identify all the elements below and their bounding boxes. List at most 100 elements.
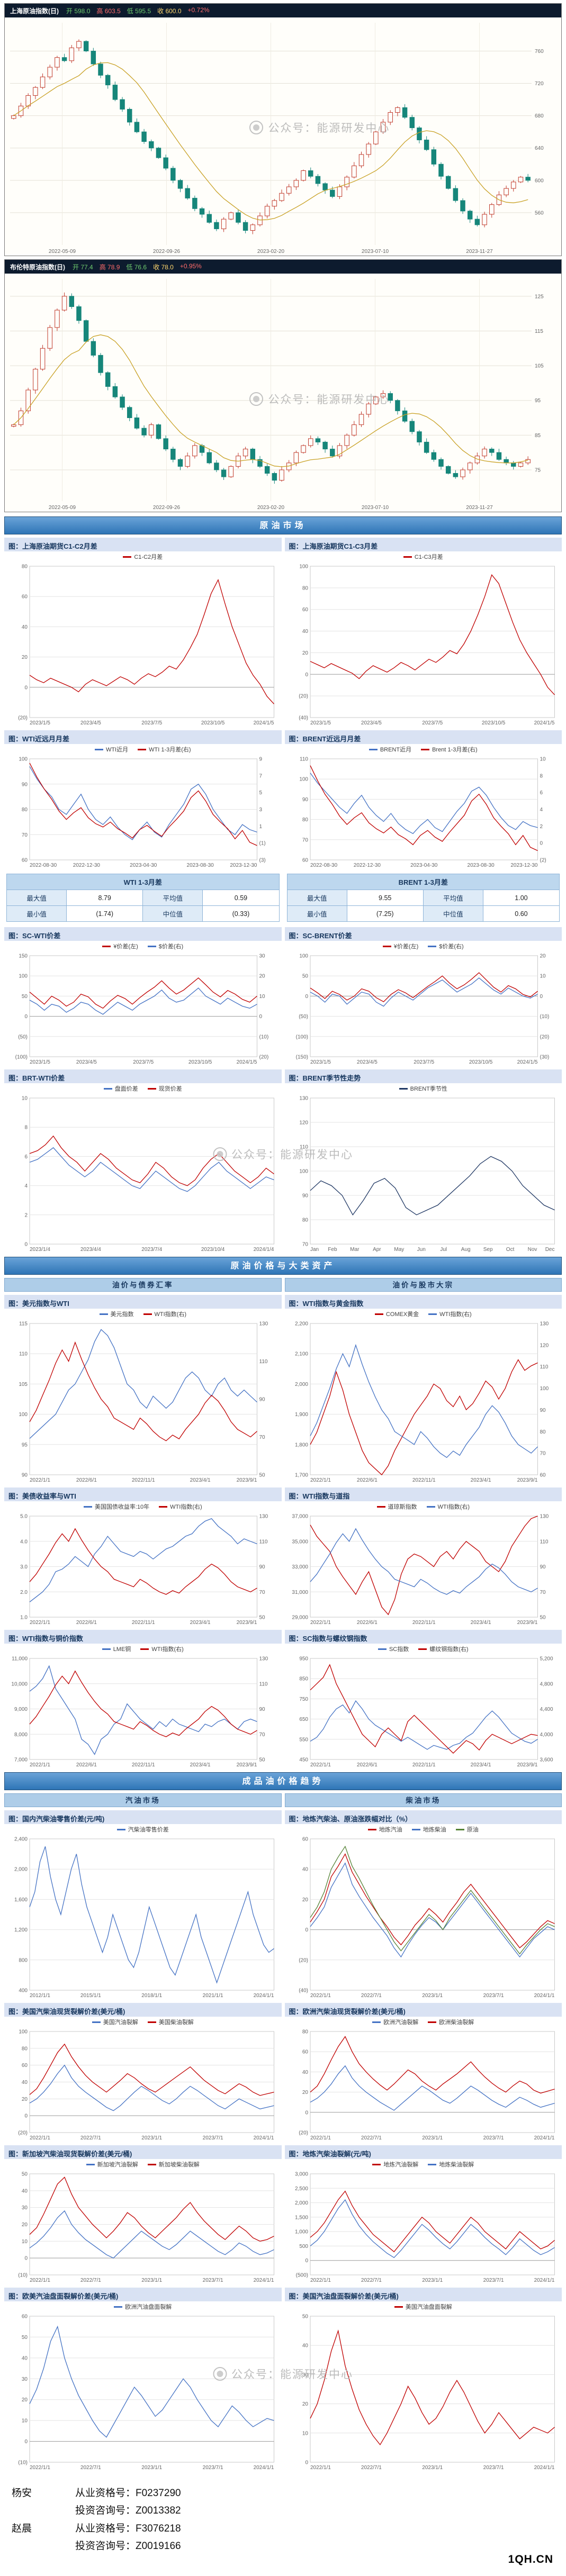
svg-text:10: 10 [259, 994, 266, 1000]
svg-text:2023-12-30: 2023-12-30 [510, 863, 538, 868]
subsection-row-assets: 油价与债券汇率 油价与股市大宗 [4, 1278, 562, 1292]
svg-text:115: 115 [535, 329, 543, 334]
svg-text:2022/1/1: 2022/1/1 [310, 1620, 331, 1626]
svg-text:Aug: Aug [461, 1247, 470, 1253]
svg-text:60: 60 [540, 1473, 546, 1479]
svg-text:40: 40 [302, 2343, 308, 2349]
svg-text:2,000: 2,000 [294, 1382, 308, 1387]
svg-text:0: 0 [24, 1242, 28, 1248]
legend-label: 道琼斯指数 [388, 1504, 417, 1510]
legend-label: SC指数 [389, 1646, 409, 1653]
svg-text:(3): (3) [259, 858, 266, 864]
legend-swatch [378, 1648, 387, 1650]
svg-text:450: 450 [299, 1757, 308, 1763]
candlestick-plot: 760 720 680 640 600 560 2022-05-09 2022-09-26 20… [10, 23, 544, 255]
legend-label: 螺纹钢指数(右) [429, 1646, 469, 1653]
svg-text:50: 50 [22, 994, 28, 1000]
quote-readout-item: +0.95% [179, 262, 202, 270]
legend-label: BRENT近月 [380, 747, 412, 753]
svg-text:2022/6/1: 2022/6/1 [76, 1762, 97, 1768]
chart-panel-sc-rebar: 图：SC指数与螺纹钢指数 SC指数 螺纹钢指数(右) 950 850 750 650 55… [284, 1630, 562, 1768]
svg-text:50: 50 [259, 1473, 266, 1479]
svg-text:50: 50 [302, 2314, 308, 2320]
stats-table-title: BRENT 1-3月差 [286, 874, 560, 890]
svg-text:40: 40 [302, 2070, 308, 2075]
svg-text:2,100: 2,100 [294, 1352, 308, 1357]
svg-text:100: 100 [299, 954, 308, 959]
svg-text:950: 950 [299, 1656, 308, 1662]
legend-swatch [92, 2021, 101, 2023]
svg-text:37,000: 37,000 [292, 1514, 308, 1520]
svg-text:50: 50 [259, 1757, 266, 1763]
svg-text:2,400: 2,400 [14, 1837, 28, 1843]
svg-text:2024/1/1: 2024/1/1 [254, 2465, 274, 2471]
svg-text:Dec: Dec [545, 1247, 554, 1253]
chart-legend: 汽柴油零售价差 [4, 1824, 282, 1835]
stat-label: 平均值 [142, 890, 203, 906]
svg-text:1,900: 1,900 [294, 1412, 308, 1418]
legend-label: ¥价差(左) [393, 944, 419, 950]
svg-text:31,000: 31,000 [292, 1590, 308, 1595]
svg-text:10: 10 [540, 974, 546, 979]
svg-text:80: 80 [302, 2029, 308, 2035]
svg-text:90: 90 [302, 1193, 308, 1199]
svg-text:40: 40 [302, 1867, 308, 1873]
svg-text:10,000: 10,000 [11, 1681, 28, 1687]
svg-text:2022/11/1: 2022/11/1 [412, 1477, 435, 1483]
svg-text:95: 95 [22, 1442, 28, 1448]
svg-text:1.0: 1.0 [20, 1615, 28, 1621]
footer: 杨安 从业资格号：F0237290 投资咨询号：Z0013382 赵晨 从业资格… [4, 2471, 562, 2576]
analyst-cert: 从业资格号：F0237290 [75, 2488, 181, 2499]
chart-panel-dow-wti: 图：WTI指数与道指 道琼斯指数 WTI指数(右) 37,000 35,000 33,… [284, 1487, 562, 1626]
legend-label: 现货价差 [158, 1086, 182, 1092]
svg-text:115: 115 [19, 1321, 28, 1327]
svg-text:2023/1/1: 2023/1/1 [141, 2135, 162, 2141]
svg-text:10: 10 [22, 2418, 28, 2424]
svg-text:600: 600 [535, 178, 544, 184]
svg-text:2023/1/5: 2023/1/5 [30, 1059, 50, 1065]
svg-text:650: 650 [299, 1717, 308, 1722]
svg-text:0: 0 [305, 2258, 308, 2264]
svg-text:2023/9/1: 2023/9/1 [517, 1477, 537, 1483]
chart-legend: 欧洲汽油裂解 欧洲柴油裂解 [285, 2017, 562, 2027]
chart-legend: C1-C3月差 [285, 551, 562, 562]
chart-title: 图：WTI指数与铜价指数 [4, 1630, 282, 1644]
svg-text:0: 0 [24, 1014, 28, 1020]
chart-legend: BRENT近月 Brent 1-3月差(右) [285, 744, 562, 755]
legend-swatch [455, 1828, 464, 1830]
svg-text:2024/1/5: 2024/1/5 [237, 1059, 257, 1065]
legend-item: 欧洲汽油裂解 [372, 2018, 418, 2026]
stat-label: 中位值 [423, 905, 483, 922]
chart-plot: 100500(50)(100)(150)20100(10)(20)(30)202… [295, 954, 549, 1066]
analyst-name: 杨安 [12, 2488, 32, 2499]
legend-label: Brent 1-3月差(右) [432, 747, 478, 753]
legend-label: 美国国债收益率:10年 [94, 1504, 150, 1510]
svg-text:2022-12-30: 2022-12-30 [73, 863, 101, 868]
svg-text:1,700: 1,700 [294, 1473, 308, 1479]
legend-item: WTI指数(右) [140, 1645, 184, 1653]
svg-text:2022/7/1: 2022/7/1 [80, 2278, 101, 2283]
legend-label: WTI近月 [105, 747, 129, 753]
chart-legend: 新加坡汽油裂解 新加坡柴油裂解 [4, 2159, 282, 2170]
svg-text:30: 30 [22, 2377, 28, 2382]
svg-text:2023/10/5: 2023/10/5 [201, 720, 225, 726]
quote-readout-item: 开 77.4 [73, 263, 93, 271]
svg-text:560: 560 [535, 210, 544, 216]
legend-swatch [372, 2021, 381, 2023]
svg-text:2023/7/1: 2023/7/1 [483, 2135, 504, 2141]
instrument-title: 布伦特原油指数(日) [10, 263, 65, 271]
svg-text:2023/7/1: 2023/7/1 [203, 2278, 223, 2283]
wti-spread-stats-table: WTI 1-3月差 最大值 8.79 平均值 0.59 最小值 (1.74) 中… [6, 874, 280, 922]
svg-text:40: 40 [22, 2188, 28, 2194]
chart-plot: 150100500(50)(100)3020100(10)(20)2023/1/… [15, 954, 269, 1066]
svg-text:60: 60 [22, 2314, 28, 2320]
svg-text:(20): (20) [299, 2130, 308, 2136]
subsection-gasoline-market: 汽油市场 [4, 1793, 282, 1807]
svg-text:2022-09-26: 2022-09-26 [153, 249, 181, 255]
svg-text:60: 60 [302, 1837, 308, 1843]
stat-value: (1.74) [66, 905, 143, 922]
svg-text:2022/11/1: 2022/11/1 [412, 1620, 435, 1626]
legend-item: SC指数 [378, 1645, 409, 1653]
